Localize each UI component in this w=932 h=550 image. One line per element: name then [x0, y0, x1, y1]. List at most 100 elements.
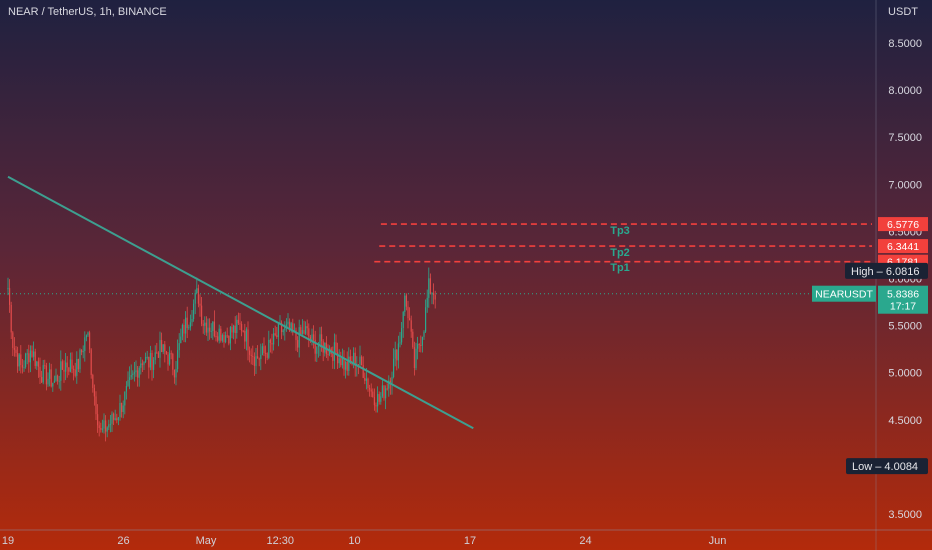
candle-body — [364, 377, 366, 381]
candle-body — [321, 334, 323, 342]
candle-body — [212, 321, 214, 331]
candle-body — [372, 391, 374, 398]
candle-body — [129, 377, 131, 381]
candle-body — [205, 322, 207, 333]
candle-body — [165, 351, 167, 355]
candle-body — [121, 402, 123, 412]
candle-body — [300, 327, 302, 334]
candle-body — [213, 321, 215, 337]
candle-body — [170, 353, 172, 355]
candle-body — [116, 418, 118, 421]
candle-body — [361, 356, 363, 366]
candle-body — [164, 344, 166, 352]
candle-body — [316, 347, 318, 354]
candle-body — [185, 317, 187, 334]
candle-body — [265, 352, 267, 354]
candle-body — [253, 356, 255, 366]
price-tick-label: 8.5000 — [888, 38, 922, 50]
time-tick-label: 17 — [464, 535, 476, 547]
candle-body — [130, 374, 132, 378]
candle-body — [385, 388, 387, 399]
candle-body — [151, 352, 153, 370]
candle-body — [65, 362, 67, 372]
price-tick-label: 8.0000 — [888, 85, 922, 97]
candle-body — [26, 353, 28, 355]
candle-body — [249, 350, 251, 355]
candle-body — [365, 378, 367, 381]
candle-body — [34, 351, 36, 366]
price-tick-label: 4.5000 — [888, 415, 922, 427]
candle-body — [380, 396, 382, 402]
candle-body — [332, 353, 334, 361]
candle-body — [76, 358, 78, 376]
candle-body — [23, 367, 25, 369]
candle-body — [393, 358, 395, 377]
candle-body — [354, 352, 356, 367]
candle-body — [311, 334, 313, 341]
descending-trendline[interactable] — [7, 175, 474, 430]
candle-body — [175, 368, 177, 378]
candle-body — [47, 378, 49, 385]
candle-body — [149, 352, 151, 368]
candle-body — [292, 323, 294, 333]
candle-body — [105, 420, 107, 432]
candle-body — [31, 350, 33, 357]
candle-body — [111, 413, 113, 424]
candle-body — [57, 375, 59, 382]
time-tick-label: 12:30 — [266, 535, 294, 547]
last-price-value: 5.8386 — [887, 289, 919, 301]
candle-body — [433, 293, 435, 296]
candle-body — [162, 344, 164, 353]
candle-body — [415, 348, 417, 369]
candle-body — [340, 358, 342, 366]
candle-body — [274, 333, 276, 336]
candle-body — [143, 362, 145, 365]
price-tick-label: 7.5000 — [888, 132, 922, 144]
candle-body — [308, 328, 310, 337]
symbol-badge[interactable] — [812, 285, 876, 302]
candle-body — [58, 380, 60, 382]
candle-body — [21, 364, 23, 368]
candle-body — [197, 288, 199, 304]
candle-body — [28, 353, 30, 363]
candle-body — [156, 352, 158, 354]
candle-body — [399, 342, 401, 344]
candle-body — [373, 397, 375, 406]
candle-body — [85, 335, 87, 338]
target-price-text: 6.3441 — [887, 241, 919, 253]
candle-body — [148, 356, 150, 368]
candle-body — [132, 373, 134, 375]
price-tick-label: 7.0000 — [888, 179, 922, 191]
candle-body — [231, 327, 233, 333]
symbol-title: NEAR / TetherUS, 1h, BINANCE — [8, 6, 167, 18]
candle-body — [397, 343, 399, 361]
target-price-tag — [878, 217, 928, 232]
candle-body — [252, 355, 254, 357]
candle-body — [41, 377, 43, 383]
candle-body — [281, 322, 283, 333]
candle-body — [289, 321, 291, 331]
candle-body — [95, 396, 97, 415]
candle-body — [369, 388, 371, 390]
candle-body — [298, 327, 300, 348]
candle-body — [204, 322, 206, 326]
candle-body — [297, 340, 299, 348]
candle-body — [12, 332, 14, 349]
time-tick-label: 24 — [579, 535, 591, 547]
candle-body — [133, 372, 135, 374]
candle-body — [375, 405, 377, 407]
target-label-tp1: Tp1 — [610, 262, 630, 274]
candle-body — [60, 361, 62, 381]
candle-body — [10, 304, 12, 333]
candle-body — [276, 335, 278, 338]
candle-body — [221, 335, 223, 341]
candle-body — [237, 319, 239, 324]
candle-body — [169, 353, 171, 365]
candle-body — [98, 425, 100, 429]
candle-body — [266, 353, 268, 358]
candle-body — [173, 369, 175, 378]
candle-body — [357, 364, 359, 366]
candle-body — [125, 385, 127, 392]
candle-body — [77, 358, 79, 370]
